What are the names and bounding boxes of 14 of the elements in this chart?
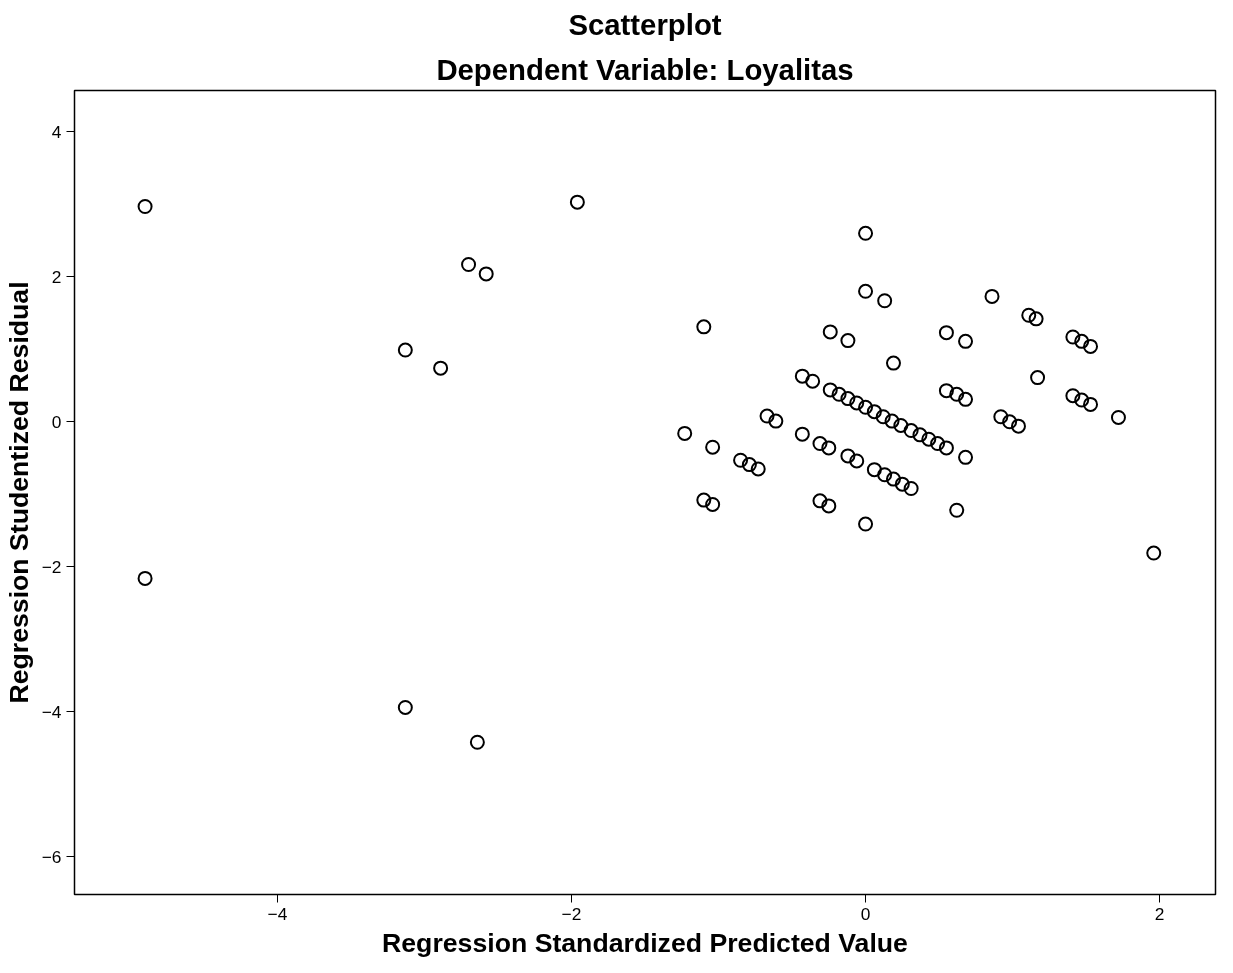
y-axis-title: Regression Studentized Residual <box>3 281 34 704</box>
x-tick-label: 0 <box>860 903 871 924</box>
chart-title: Scatterplot <box>568 7 722 41</box>
y-tick-label: −2 <box>41 556 62 577</box>
y-tick-label: −4 <box>41 701 62 722</box>
x-tick-label: −2 <box>561 903 582 924</box>
x-tick-label: −4 <box>267 903 288 924</box>
chart-subtitle: Dependent Variable: Loyalitas <box>436 52 854 86</box>
y-tick-label: 0 <box>51 411 62 432</box>
x-axis-title: Regression Standardized Predicted Value <box>382 927 908 958</box>
y-tick-label: 4 <box>51 121 62 142</box>
x-tick-label: 2 <box>1154 903 1165 924</box>
y-tick-label: −6 <box>41 846 62 867</box>
y-tick-label: 2 <box>51 266 62 287</box>
